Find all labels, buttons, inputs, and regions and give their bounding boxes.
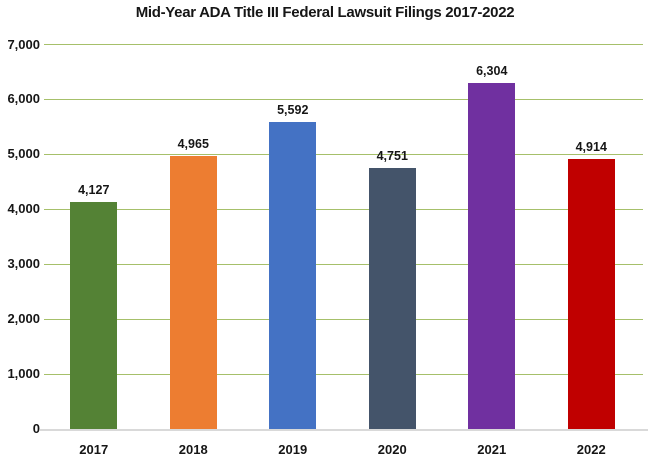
x-axis-line	[40, 428, 648, 431]
gridline	[44, 98, 643, 100]
y-axis-tick-label: 6,000	[7, 91, 40, 107]
bar-value-label: 4,127	[78, 183, 110, 198]
gridline	[44, 318, 643, 320]
bar-value-label: 4,751	[376, 149, 408, 164]
chart-title: Mid-Year ADA Title III Federal Lawsuit F…	[135, 4, 515, 21]
gridline	[44, 153, 643, 155]
y-axis-tick-label: 2,000	[7, 311, 40, 327]
bar-value-label: 4,914	[575, 140, 607, 155]
y-axis-tick-label: 1,000	[7, 366, 40, 382]
bar-2019	[269, 121, 317, 429]
bar-2017	[70, 202, 118, 429]
x-axis-tick-label: 2020	[377, 442, 407, 457]
gridline	[44, 373, 643, 375]
bar-2018	[169, 156, 217, 429]
bar-2021	[468, 82, 516, 429]
y-axis-tick-label: 7,000	[7, 36, 40, 52]
y-axis-tick-label: 0	[32, 421, 40, 436]
y-axis-tick-label: 3,000	[7, 256, 40, 272]
bar-value-label: 4,965	[177, 137, 209, 152]
bar-2022	[567, 159, 615, 429]
bar-value-label: 5,592	[277, 102, 309, 117]
x-axis-tick-label: 2019	[278, 442, 308, 457]
x-axis-tick-label: 2021	[477, 442, 507, 457]
x-axis-tick-label: 2017	[79, 442, 109, 457]
x-axis-tick-label: 2018	[178, 442, 208, 457]
y-axis-tick-label: 5,000	[7, 146, 40, 162]
bar-2020	[368, 168, 416, 429]
x-axis-tick-label: 2022	[576, 442, 606, 457]
y-axis-tick-label: 4,000	[7, 201, 40, 217]
bar-value-label: 6,304	[476, 63, 508, 78]
gridline	[44, 208, 643, 210]
gridline	[44, 44, 643, 45]
gridline	[44, 263, 643, 265]
